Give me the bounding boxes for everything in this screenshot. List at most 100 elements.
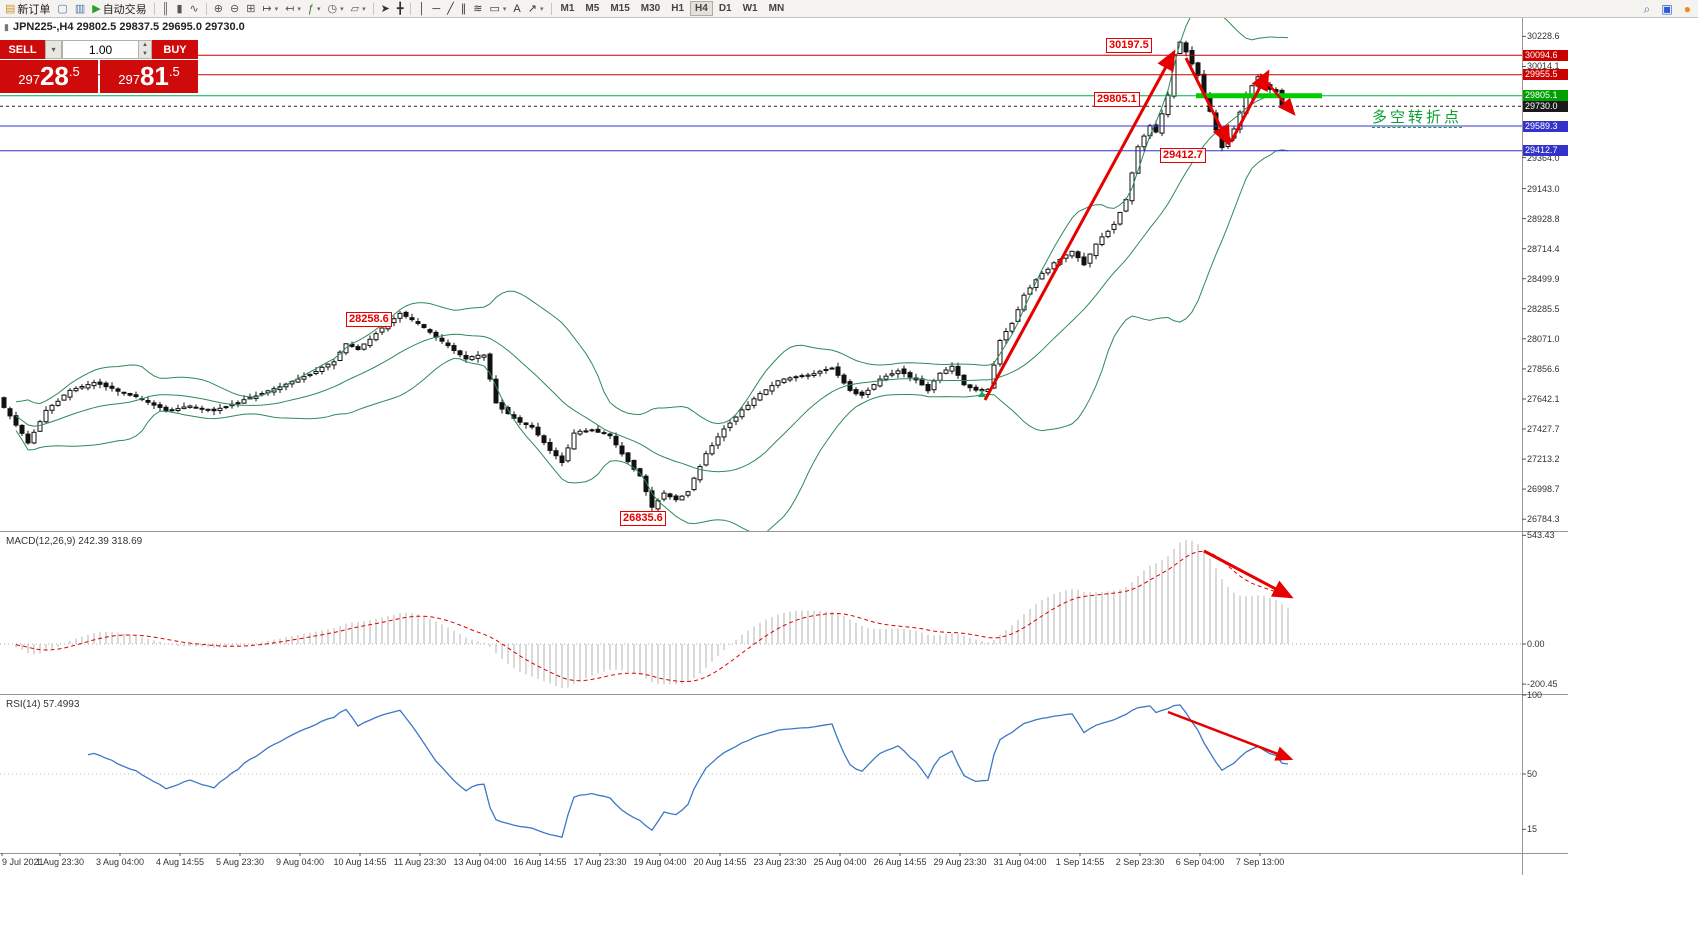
new-order-icon: ▤: [5, 2, 16, 15]
vertical-line-button[interactable]: │: [415, 1, 428, 17]
bid-price-prefix: 297: [18, 72, 40, 87]
autotrading-button-label: 自动交易: [102, 3, 147, 16]
volume-down-button[interactable]: ▼: [138, 49, 151, 58]
symbol-ohlc-text: JPN225-,H4 29802.5 29837.5 29695.0 29730…: [12, 21, 245, 33]
tile-windows-button[interactable]: ⊞: [243, 1, 258, 17]
timeframe-button-m1[interactable]: M1: [560, 3, 575, 14]
text-button[interactable]: A: [510, 1, 523, 17]
templates-button[interactable]: ▱ ▾: [348, 1, 369, 17]
channel-icon: ∥: [460, 2, 467, 15]
new-order-button[interactable]: ▤ 新订单: [2, 1, 53, 17]
toolbar-separator: [550, 2, 552, 15]
toolbar-separator: [410, 2, 412, 15]
timeframe-button-d1[interactable]: D1: [718, 3, 732, 14]
order-settings-dropdown[interactable]: ▾: [45, 40, 62, 59]
cursor-button[interactable]: ➤: [378, 1, 393, 17]
new-order-button-label: 新订单: [17, 3, 51, 16]
buy-price-button[interactable]: 297 81.5: [100, 60, 198, 93]
notification-icon: ●: [1683, 1, 1691, 16]
chevron-down-icon: ▾: [297, 5, 301, 13]
rsi-label: RSI(14) 57.4993: [6, 699, 80, 710]
bid-price-suffix: .5: [68, 64, 80, 79]
symbol-icon: ▮: [4, 21, 9, 32]
trendline-button[interactable]: ╱: [444, 1, 457, 17]
timeframe-button-h4[interactable]: H4: [690, 1, 713, 16]
chart-window-button[interactable]: ▢: [54, 1, 70, 17]
zoom-out-button[interactable]: ⊖: [227, 1, 242, 17]
ask-price-big: 81: [139, 61, 169, 91]
chevron-down-icon: ▾: [502, 5, 507, 13]
timeframe-button-m30[interactable]: M30: [640, 3, 661, 14]
toolbar-separator: [372, 2, 374, 15]
window-icon[interactable]: ▣: [1658, 1, 1675, 17]
periods-button[interactable]: ◷ ▾: [325, 1, 347, 17]
profiles-icon: ▥: [74, 2, 86, 15]
volume-input[interactable]: [63, 41, 138, 58]
periods-icon: ◷: [327, 2, 338, 15]
volume-up-button[interactable]: ▲: [138, 41, 151, 50]
profiles-button[interactable]: ▥: [72, 1, 88, 17]
sell-button[interactable]: SELL: [0, 40, 45, 59]
vertical-line-icon: │: [418, 2, 426, 15]
trendline-icon: ╱: [447, 2, 454, 15]
tile-windows-icon: ⊞: [246, 2, 256, 15]
notification-icon[interactable]: ●: [1681, 1, 1694, 17]
auto-scroll-icon: ↦: [262, 2, 272, 15]
macd-label: MACD(12,26,9) 242.39 318.69: [6, 536, 143, 547]
zoom-in-icon: ⊕: [213, 2, 223, 15]
timeframe-button-w1[interactable]: W1: [742, 3, 758, 14]
toolbar-right-icons: ⌕ ▣ ●: [1641, 1, 1696, 17]
chevron-down-icon: ▾: [274, 5, 279, 13]
shapes-button[interactable]: ▭ ▾: [487, 1, 510, 17]
timeframe-button-mn[interactable]: MN: [768, 3, 785, 14]
crosshair-button[interactable]: ╋: [394, 1, 407, 17]
chevron-down-icon: ▾: [51, 45, 56, 54]
symbol-ohlc-line: ▮ JPN225-,H4 29802.5 29837.5 29695.0 297…: [4, 21, 245, 33]
window-icon: ▣: [1661, 1, 1673, 16]
autotrading-icon: ▶: [92, 2, 101, 15]
channel-button[interactable]: ∥: [458, 1, 470, 17]
indicators-icon: ƒ: [307, 2, 315, 15]
shapes-icon: ▭: [489, 2, 500, 15]
turning-point-note: 多空转折点: [1372, 106, 1463, 128]
search-icon[interactable]: ⌕: [1641, 1, 1654, 17]
sell-price-button[interactable]: 297 28.5: [0, 60, 98, 93]
ask-price-suffix: .5: [168, 64, 180, 79]
chevron-down-icon: ▾: [362, 5, 366, 13]
bid-price-big: 28: [39, 61, 69, 91]
candlestick-chart-button[interactable]: ▮: [173, 1, 185, 17]
arrows-button[interactable]: ↗ ▾: [525, 1, 547, 17]
toolbar-separator: [153, 2, 155, 15]
zoom-in-button[interactable]: ⊕: [211, 1, 226, 17]
auto-scroll-button[interactable]: ↦ ▾: [259, 1, 281, 17]
toolbar-separator: [205, 2, 207, 15]
buy-button[interactable]: BUY: [152, 40, 198, 59]
fibonacci-icon: ≋: [473, 2, 483, 15]
arrows-icon: ↗: [527, 2, 537, 15]
line-chart-button[interactable]: ∿: [187, 1, 202, 17]
bar-chart-button[interactable]: ║: [159, 1, 173, 17]
crosshair-icon: ╋: [396, 2, 404, 15]
line-chart-icon: ∿: [189, 2, 199, 15]
ask-price-prefix: 297: [118, 72, 140, 87]
timeframe-button-h1[interactable]: H1: [671, 3, 685, 14]
timeframe-toolbar: M1 M5 M15 M30 H1 H4 D1 W1 MN: [556, 1, 790, 16]
chart-shift-icon: ↤: [285, 2, 295, 15]
chart-window-icon: ▢: [57, 2, 68, 15]
fibonacci-button[interactable]: ≋: [470, 1, 485, 17]
zoom-out-icon: ⊖: [229, 2, 240, 15]
autotrading-button[interactable]: ▶ 自动交易: [89, 1, 149, 17]
chart-shift-button[interactable]: ↤ ▾: [282, 1, 304, 17]
chevron-down-icon: ▾: [340, 5, 344, 13]
indicators-button[interactable]: ƒ ▾: [305, 1, 324, 17]
candlestick-chart-icon: ▮: [176, 2, 183, 15]
horizontal-line-icon: ─: [432, 2, 441, 15]
cursor-icon: ➤: [380, 2, 390, 15]
toolbar-buttons: ▤ 新订单 ▢ ▥ ▶ 自动交易 ║ ▮ ∿ ⊕ ⊖ ⊞ ↦ ▾ ↤ ▾ ƒ ▾ ◷ ▾ ▱ ▾ ➤ ╋ │ ─ ╱ ∥ ≋ ▭ ▾ A ↗ ▾: [2, 1, 555, 17]
timeframe-button-m15[interactable]: M15: [610, 3, 630, 14]
horizontal-line-button[interactable]: ─: [429, 1, 443, 17]
bar-chart-icon: ║: [161, 2, 170, 15]
timeframe-button-m5[interactable]: M5: [585, 3, 600, 14]
